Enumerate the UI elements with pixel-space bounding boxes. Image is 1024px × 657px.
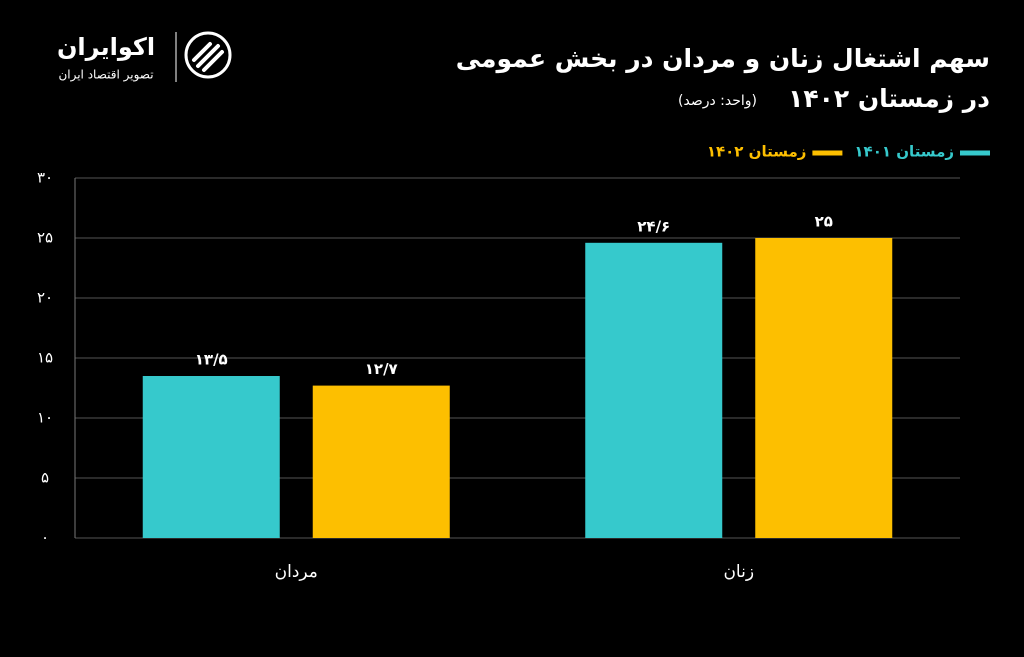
legend-label: زمستان ۱۴۰۱ bbox=[854, 143, 954, 161]
y-tick-label: ۲۵ bbox=[37, 229, 53, 247]
brand-tagline: تصویر اقتصاد ایران bbox=[58, 68, 153, 83]
legend-label: زمستان ۱۴۰۲ bbox=[707, 143, 807, 161]
chart-title: سهم اشتغال زنان و مردان در بخش عمومی bbox=[456, 44, 990, 74]
brand-name: اکوایران bbox=[57, 33, 155, 61]
bar bbox=[142, 376, 280, 538]
bar bbox=[755, 238, 893, 538]
y-tick-label: ۲۰ bbox=[37, 289, 53, 307]
y-tick-label: ۵ bbox=[41, 469, 49, 487]
unit-label: (واحد: درصد) bbox=[678, 93, 757, 109]
value-label: ۱۲/۷ bbox=[365, 360, 398, 378]
logo: اکوایران تصویر اقتصاد ایران bbox=[57, 31, 232, 83]
value-label: ۲۴/۶ bbox=[637, 217, 670, 235]
y-tick-label: ۰ bbox=[41, 529, 49, 547]
bar bbox=[312, 385, 450, 538]
x-tick-label: زنان bbox=[723, 562, 754, 582]
y-tick-label: ۱۵ bbox=[37, 349, 53, 367]
bar bbox=[585, 242, 723, 539]
x-tick-label: مردان bbox=[275, 562, 318, 582]
value-label: ۱۳/۵ bbox=[195, 351, 228, 369]
logo-icon bbox=[184, 31, 232, 79]
logo-stripes bbox=[192, 42, 224, 72]
value-label: ۲۵ bbox=[815, 213, 833, 231]
y-tick-label: ۳۰ bbox=[37, 169, 53, 187]
y-tick-label: ۱۰ bbox=[37, 409, 53, 427]
chart-subtitle: در زمستان ۱۴۰۲ bbox=[788, 84, 990, 113]
